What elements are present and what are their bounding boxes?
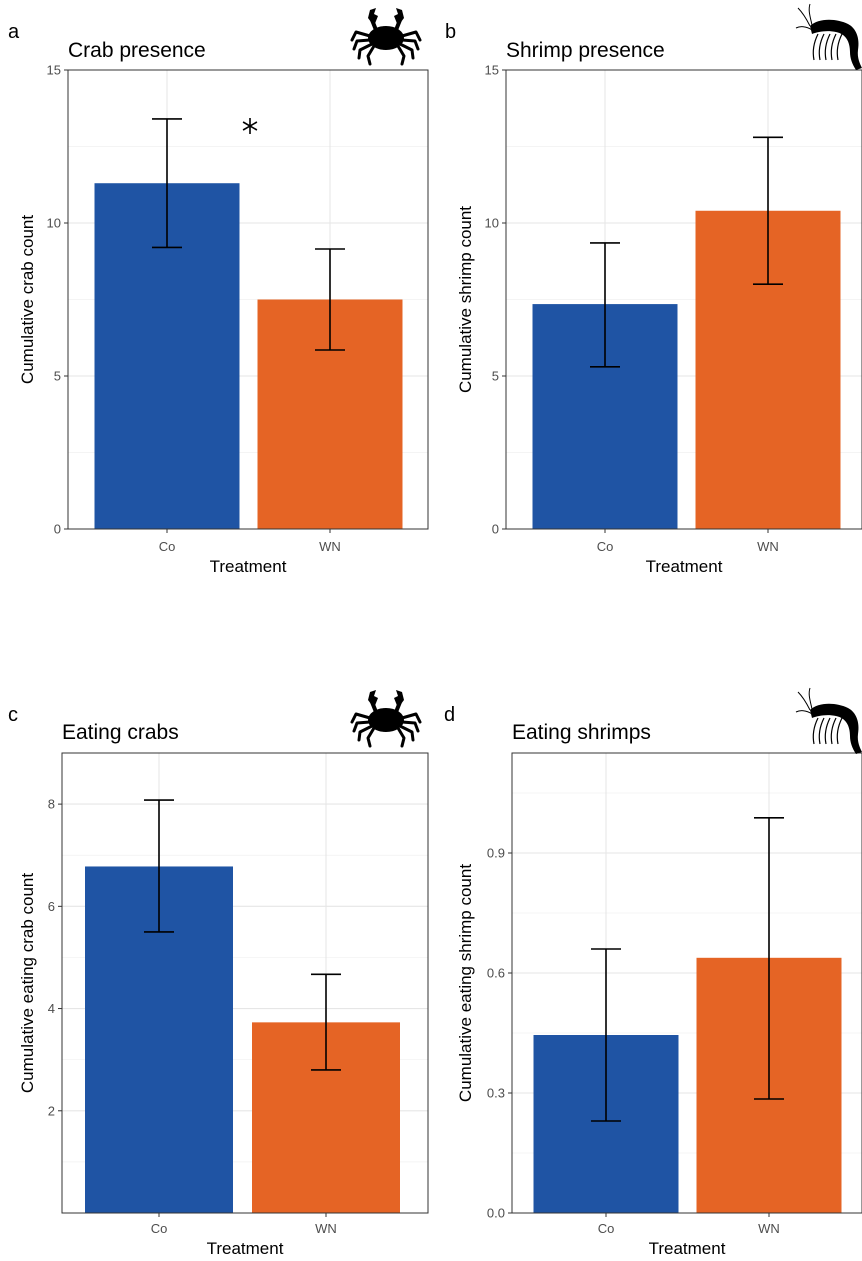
panel-title: Eating shrimps — [512, 721, 651, 744]
panel-letter: c — [8, 704, 18, 726]
x-axis-title: Treatment — [210, 557, 287, 576]
x-axis-title: Treatment — [646, 557, 723, 576]
error-bar-wn — [754, 817, 784, 1100]
error-bar-co — [152, 118, 182, 249]
y-tick-label: 0 — [54, 522, 61, 537]
shrimp-icon — [795, 687, 862, 754]
y-tick-label: 2 — [48, 1103, 55, 1118]
panel-letter: b — [445, 21, 456, 43]
x-tick-label: WN — [758, 1221, 780, 1236]
panel-letter: d — [444, 704, 455, 726]
y-tick-label: 0.6 — [487, 966, 505, 981]
x-tick-label: Co — [159, 539, 176, 554]
shrimp-icon — [795, 3, 862, 70]
x-tick-label: WN — [315, 1221, 337, 1236]
y-axis-title: Cumulative eating shrimp count — [456, 864, 475, 1102]
significance-star-icon — [242, 118, 258, 134]
panel-d: 0.0 0.3 0.6 0.9 Co WN Treatment Cumulative eati… — [444, 687, 862, 1258]
plot-frame — [505, 69, 862, 530]
panel-a: 0 5 10 15 Co WN Treatment Cumulative crab count… — [8, 8, 429, 576]
y-tick-label: 15 — [485, 63, 499, 78]
y-tick-label: 0.9 — [487, 846, 505, 861]
error-bar-co — [590, 242, 620, 368]
crab-icon — [350, 690, 422, 748]
x-tick-label: Co — [598, 1221, 615, 1236]
error-bar-wn — [311, 973, 341, 1071]
y-axis-title: Cumulative eating crab count — [18, 873, 37, 1093]
x-tick-label: Co — [151, 1221, 168, 1236]
plot-frame — [67, 69, 429, 530]
panel-title: Shrimp presence — [506, 39, 665, 62]
y-tick-label: 10 — [485, 216, 499, 231]
x-axis-title: Treatment — [649, 1239, 726, 1258]
y-tick-label: 8 — [48, 797, 55, 812]
y-axis-title: Cumulative shrimp count — [456, 206, 475, 393]
y-tick-label: 0 — [492, 522, 499, 537]
panel-c: 2 4 6 8 Co WN Treatment Cumulative eating crab … — [8, 690, 429, 1258]
x-tick-label: Co — [597, 539, 614, 554]
error-bar-co — [144, 799, 174, 933]
x-tick-label: WN — [757, 539, 779, 554]
y-tick-label: 10 — [47, 216, 61, 231]
error-bar-wn — [753, 136, 783, 285]
crab-icon — [350, 8, 422, 66]
y-tick-label: 4 — [48, 1001, 55, 1016]
y-tick-label: 5 — [492, 369, 499, 384]
x-axis-title: Treatment — [207, 1239, 284, 1258]
plot-frame — [511, 752, 862, 1214]
y-tick-label: 0.3 — [487, 1086, 505, 1101]
error-bar-co — [591, 948, 621, 1122]
panel-letter: a — [8, 21, 20, 43]
y-tick-label: 6 — [48, 899, 55, 914]
x-tick-label: WN — [319, 539, 341, 554]
error-bar-wn — [315, 248, 345, 351]
y-tick-label: 15 — [47, 63, 61, 78]
y-axis-title: Cumulative crab count — [18, 215, 37, 384]
plot-frame — [61, 752, 429, 1214]
y-tick-label: 0.0 — [487, 1206, 505, 1221]
panel-b: 0 5 10 15 Co WN Treatment Cumulative shrimp cou… — [445, 3, 862, 576]
panel-title: Crab presence — [68, 39, 206, 62]
y-tick-label: 5 — [54, 369, 61, 384]
panel-title: Eating crabs — [62, 721, 179, 744]
